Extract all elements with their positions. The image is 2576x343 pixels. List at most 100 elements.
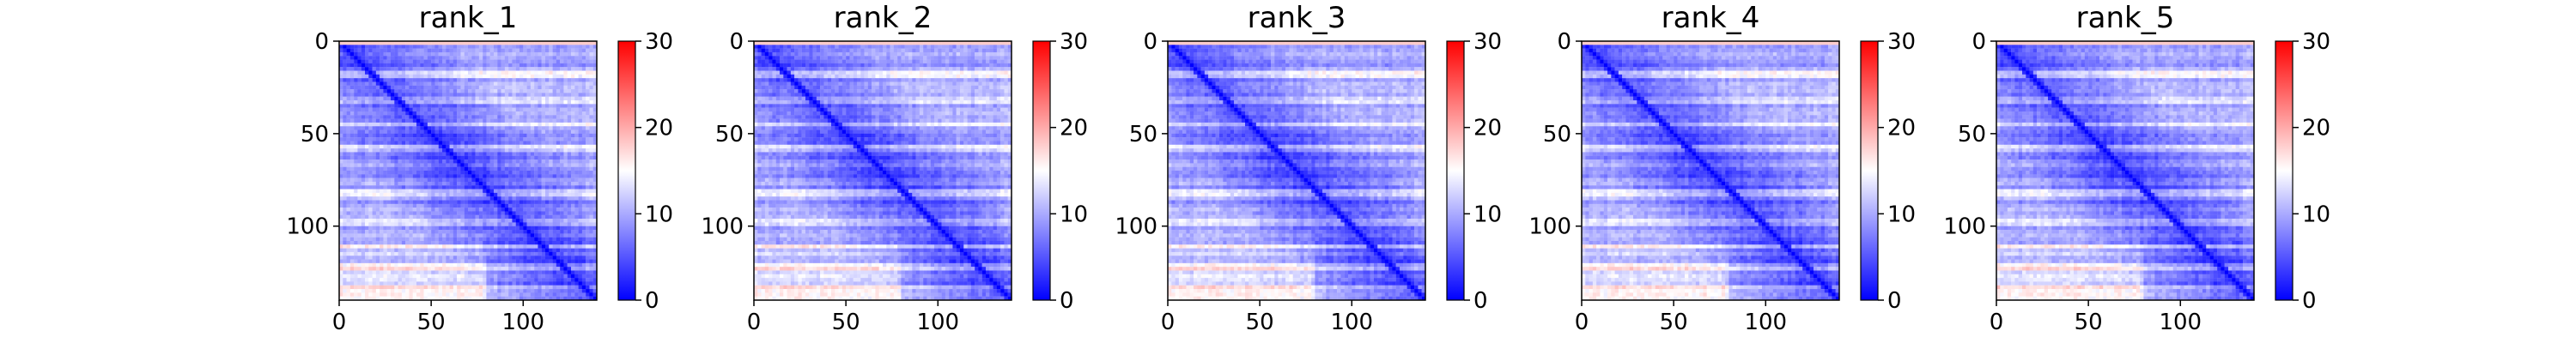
heatmap-cell: [523, 174, 527, 178]
heatmap-cell: [478, 181, 483, 186]
heatmap-cell: [391, 41, 395, 45]
heatmap-cell: [549, 126, 553, 130]
heatmap-cell: [560, 104, 564, 108]
heatmap-cell: [349, 230, 355, 234]
heatmap-cell: [508, 89, 513, 93]
heatmap-cell: [508, 196, 513, 201]
heatmap-cell: [501, 133, 506, 138]
heatmap-cell: [574, 85, 579, 90]
heatmap-cell: [523, 222, 527, 226]
heatmap-cell: [471, 74, 476, 79]
heatmap-cell: [541, 78, 546, 82]
heatmap-cell: [571, 163, 575, 167]
heatmap-cell: [567, 208, 572, 212]
heatmap-cell: [519, 56, 524, 60]
heatmap-cell: [478, 203, 483, 208]
heatmap-cell: [501, 74, 506, 79]
heatmap-cell: [515, 285, 520, 290]
heatmap-cell: [486, 59, 490, 64]
heatmap-cell: [380, 81, 384, 86]
heatmap-cell: [416, 237, 421, 242]
heatmap-cell: [416, 70, 421, 75]
heatmap-cell: [423, 281, 428, 286]
heatmap-cell: [427, 203, 432, 208]
heatmap-cell: [468, 67, 472, 71]
heatmap-cell: [534, 281, 538, 286]
heatmap-cell: [394, 230, 398, 234]
heatmap-cell: [545, 100, 550, 105]
heatmap-cell: [549, 118, 553, 123]
heatmap-cell: [391, 185, 395, 190]
heatmap-cell: [423, 214, 428, 220]
heatmap-cell: [405, 203, 410, 208]
heatmap-cell: [365, 203, 369, 208]
heatmap-cell: [489, 281, 495, 286]
heatmap-cell: [471, 129, 476, 134]
heatmap-cell: [365, 237, 369, 242]
heatmap-cell: [365, 100, 369, 105]
heatmap-cell: [512, 270, 516, 274]
heatmap-cell: [372, 185, 377, 190]
heatmap-cell: [383, 152, 387, 156]
heatmap-cell: [401, 237, 406, 242]
heatmap-cell: [460, 178, 465, 183]
heatmap-cell: [567, 251, 572, 256]
heatmap-cell: [519, 181, 524, 186]
heatmap-cell: [354, 78, 358, 82]
heatmap-cell: [398, 289, 403, 293]
heatmap-cell: [508, 155, 513, 160]
heatmap-cell: [574, 178, 579, 183]
heatmap-cell: [349, 192, 355, 197]
heatmap-cell: [475, 166, 480, 172]
heatmap-cell: [442, 233, 447, 238]
heatmap-cell: [446, 219, 450, 223]
heatmap-cell: [375, 141, 380, 145]
heatmap-cell: [457, 51, 461, 57]
heatmap-cell: [457, 226, 461, 231]
heatmap-cell: [442, 278, 447, 282]
heatmap-cell: [349, 41, 355, 45]
heatmap-cell: [523, 200, 527, 204]
heatmap-cell: [391, 111, 395, 116]
heatmap-cell: [541, 196, 546, 201]
heatmap-cell: [563, 208, 568, 212]
heatmap-cell: [486, 281, 490, 286]
heatmap-cell: [504, 122, 509, 127]
heatmap-cell: [460, 219, 465, 223]
heatmap-cell: [515, 219, 520, 223]
heatmap-cell: [508, 163, 513, 167]
heatmap-cell: [538, 141, 542, 145]
heatmap-cell: [460, 240, 465, 245]
heatmap-cell: [486, 214, 490, 220]
heatmap-cell: [420, 118, 424, 123]
heatmap-cell: [405, 137, 410, 141]
heatmap-cell: [386, 270, 392, 274]
heatmap-cell: [361, 89, 366, 93]
heatmap-cell: [489, 89, 495, 93]
heatmap-cell: [471, 171, 476, 175]
heatmap-cell: [923, 41, 927, 45]
heatmap-cell: [380, 237, 384, 242]
heatmap-cell: [380, 63, 384, 68]
heatmap-cell: [471, 285, 476, 290]
heatmap-cell: [523, 89, 527, 93]
heatmap-cell: [464, 141, 469, 145]
heatmap-cell: [365, 256, 369, 260]
heatmap-cell: [523, 104, 527, 108]
heatmap-cell: [519, 166, 524, 172]
heatmap-cell: [978, 41, 982, 45]
heatmap-cell: [519, 63, 524, 68]
heatmap-cell: [545, 192, 550, 197]
heatmap-cell: [453, 256, 458, 260]
heatmap-cell: [530, 126, 535, 130]
heatmap-cell: [560, 70, 564, 75]
heatmap-cell: [375, 166, 380, 172]
heatmap-cell: [391, 85, 395, 90]
heatmap-cell: [508, 230, 513, 234]
heatmap-cell: [515, 244, 520, 249]
heatmap-cell: [589, 107, 593, 112]
heatmap-cell: [501, 289, 506, 293]
heatmap-cell: [592, 274, 598, 279]
heatmap-cell: [538, 189, 542, 194]
heatmap-cell: [538, 237, 542, 242]
